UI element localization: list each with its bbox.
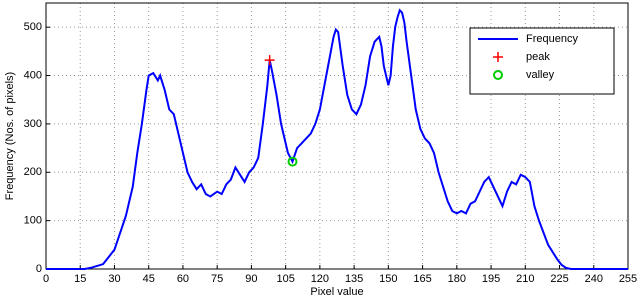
x-tick-label: 60 bbox=[177, 273, 189, 285]
y-tick-label: 300 bbox=[24, 118, 42, 130]
plot-frame bbox=[45, 2, 629, 270]
legend-marker bbox=[493, 52, 503, 62]
y-tick-label: 400 bbox=[24, 69, 42, 81]
x-axis-label: Pixel value bbox=[310, 286, 363, 298]
x-tick-label: 225 bbox=[550, 273, 568, 285]
x-tick-label: 210 bbox=[516, 273, 534, 285]
x-tick-label: 150 bbox=[379, 273, 397, 285]
x-tick-label: 0 bbox=[43, 273, 49, 285]
x-tick-label: 75 bbox=[211, 273, 223, 285]
x-tick-label: 90 bbox=[245, 273, 257, 285]
x-tick-label: 120 bbox=[311, 273, 329, 285]
frequency-line bbox=[46, 8, 628, 270]
x-tick-label: 135 bbox=[345, 273, 363, 285]
x-tick-label: 30 bbox=[108, 273, 120, 285]
legend-label: Frequency bbox=[526, 33, 578, 45]
x-tick-label: 105 bbox=[276, 273, 294, 285]
peak-marker bbox=[264, 55, 275, 66]
x-tick-label: 195 bbox=[482, 273, 500, 285]
x-tick-label: 15 bbox=[74, 273, 86, 285]
x-tick-label: 240 bbox=[585, 273, 603, 285]
legend-label: valley bbox=[526, 69, 555, 81]
legend-marker bbox=[493, 70, 503, 80]
y-axis-label: Frequency (Nos. of pixels) bbox=[4, 72, 16, 200]
x-tick-label: 180 bbox=[448, 273, 466, 285]
x-tick-label: 45 bbox=[143, 273, 155, 285]
x-tick-label: 255 bbox=[619, 273, 637, 285]
valley-marker bbox=[287, 156, 298, 167]
legend-label: peak bbox=[526, 51, 550, 63]
x-tick-label: 165 bbox=[413, 273, 431, 285]
y-tick-label: 0 bbox=[36, 263, 42, 275]
y-tick-label: 100 bbox=[24, 215, 42, 227]
y-tick-label: 200 bbox=[24, 166, 42, 178]
y-tick-label: 500 bbox=[24, 21, 42, 33]
